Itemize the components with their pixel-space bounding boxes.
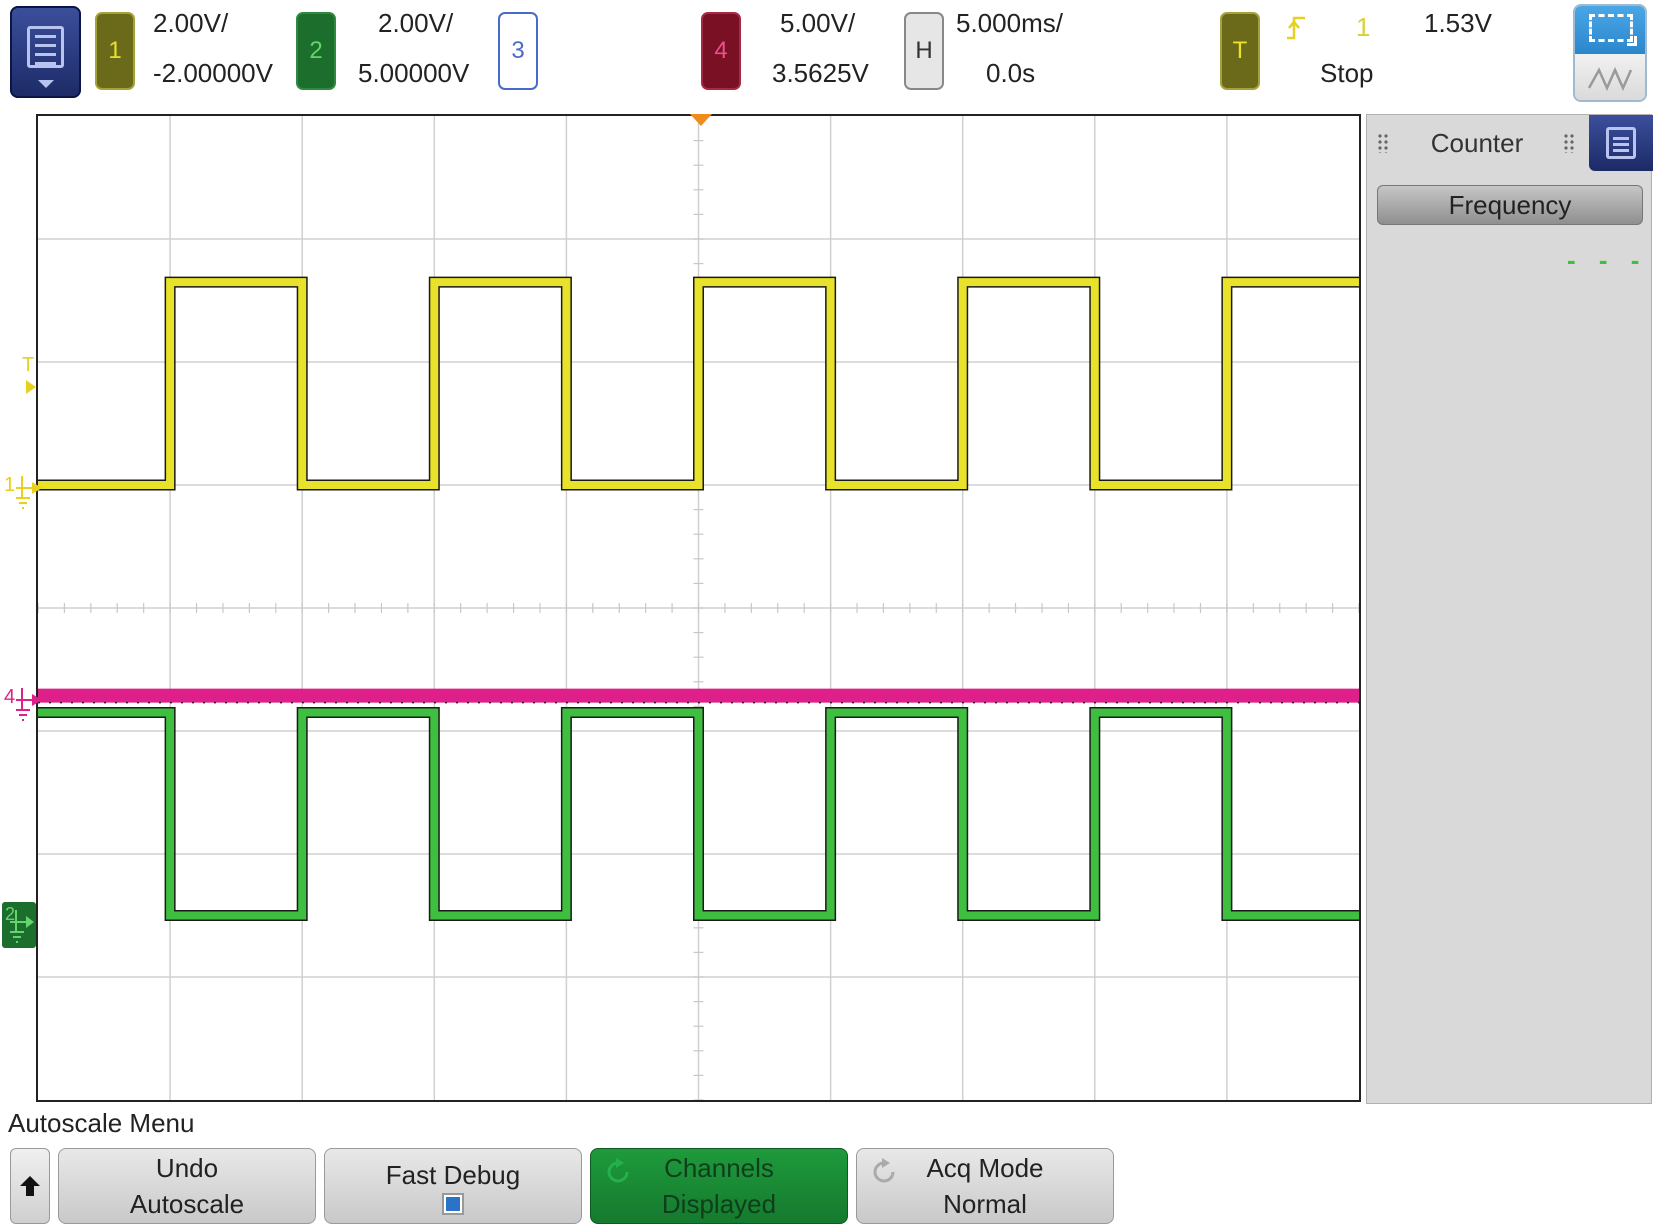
waveform-chart xyxy=(38,116,1359,1100)
channel-3-button[interactable]: 3 xyxy=(498,12,538,90)
rising-edge-icon xyxy=(1287,16,1305,40)
trigger-level: 1.53V xyxy=(1424,8,1492,38)
channel-2-scale: 2.00V/ xyxy=(378,8,454,38)
channel-2-marker-label: 2 xyxy=(5,904,16,924)
softkey-label: Normal xyxy=(943,1189,1027,1219)
channel-4-scale: 5.00V/ xyxy=(780,8,856,38)
waveform-tool-button[interactable] xyxy=(1575,54,1645,100)
trigger-button[interactable]: T xyxy=(1220,12,1260,90)
menu-up-button[interactable] xyxy=(10,1148,50,1224)
softkey-bar: Undo Autoscale Fast Debug Channels Displ… xyxy=(0,1144,1655,1229)
channel-4-number: 4 xyxy=(714,37,728,64)
horizontal-scale: 5.000ms/ xyxy=(956,8,1063,38)
ground-icon xyxy=(16,476,42,509)
status-bar: 1 2.00V/ -2.00000V 2 2.00V/ 5.00000V 3 4… xyxy=(0,0,1655,110)
drag-handle-icon[interactable] xyxy=(1563,133,1575,153)
menu-icon xyxy=(27,26,64,68)
zoom-box-icon xyxy=(1589,14,1633,42)
zoom-tools xyxy=(1573,4,1647,102)
trigger-label: T xyxy=(1232,37,1248,64)
channel-1-marker-label: 1 xyxy=(4,474,16,496)
waveform-display[interactable] xyxy=(36,114,1361,1102)
channel-4-trace xyxy=(38,688,1359,703)
channel-3-number: 3 xyxy=(511,37,525,64)
channel-1-button[interactable]: 1 xyxy=(95,12,135,90)
menu-icon xyxy=(1606,127,1636,159)
channel-1-ground-marker[interactable]: 1 xyxy=(4,474,42,509)
channel-2-button[interactable]: 2 xyxy=(296,12,336,90)
counter-menu-button[interactable] xyxy=(1589,115,1653,171)
channel-2-offset: 5.00000V xyxy=(358,58,470,88)
counter-panel: Counter Frequency - - - xyxy=(1366,114,1653,1104)
channel-4-offset: 3.5625V xyxy=(772,58,869,88)
checkbox-checked-icon xyxy=(446,1197,460,1211)
channel-1-number: 1 xyxy=(108,37,122,64)
zoom-select-button[interactable] xyxy=(1575,6,1645,54)
channel-2-trace xyxy=(38,708,1359,920)
horizontal-delay: 0.0s xyxy=(986,58,1036,88)
softkey-label: Autoscale xyxy=(129,1189,245,1219)
trigger-point-marker xyxy=(690,114,712,126)
channels-displayed-button[interactable]: Channels Displayed xyxy=(590,1148,848,1224)
channel-2-ground-marker[interactable]: 2 xyxy=(2,902,36,948)
softkey-label: Acq Mode xyxy=(926,1153,1044,1183)
frequency-button[interactable]: Frequency xyxy=(1377,185,1643,225)
channel-2-number: 2 xyxy=(309,37,323,64)
menu-title: Autoscale Menu xyxy=(8,1108,195,1138)
softkey-label: Displayed xyxy=(661,1189,777,1219)
run-state: Stop xyxy=(1320,58,1374,88)
refresh-icon xyxy=(607,1158,629,1183)
fast-debug-checkbox[interactable] xyxy=(442,1193,464,1215)
softkey-label: Fast Debug xyxy=(385,1160,521,1190)
undo-autoscale-button[interactable]: Undo Autoscale xyxy=(58,1148,316,1224)
frequency-value: - - - xyxy=(1567,245,1648,275)
horizontal-button[interactable]: H xyxy=(904,12,944,90)
counter-title: Counter xyxy=(1430,127,1524,158)
acq-mode-button[interactable]: Acq Mode Normal xyxy=(856,1148,1114,1224)
channel-4-button[interactable]: 4 xyxy=(701,12,741,90)
trigger-source: 1 xyxy=(1356,12,1371,42)
softkey-label: Undo xyxy=(155,1153,219,1183)
refresh-icon xyxy=(873,1158,895,1183)
waveform-icon xyxy=(1587,66,1633,92)
channel-1-offset: -2.00000V xyxy=(153,58,273,88)
trigger-level-marker: T xyxy=(22,354,36,394)
trigger-level-marker-label: T xyxy=(22,354,35,376)
arrow-up-icon xyxy=(20,1176,40,1196)
ground-icon xyxy=(10,910,34,943)
channel-1-scale: 2.00V/ xyxy=(153,8,229,38)
channel-4-marker-label: 4 xyxy=(4,686,16,708)
channel-4-ground-marker[interactable]: 4 xyxy=(4,686,42,721)
ground-icon xyxy=(16,688,42,721)
fast-debug-button[interactable]: Fast Debug xyxy=(324,1148,582,1224)
chevron-down-icon xyxy=(38,80,54,88)
channel-1-trace xyxy=(38,278,1359,489)
horizontal-label: H xyxy=(915,37,933,64)
main-menu-button[interactable] xyxy=(10,6,81,98)
drag-handle-icon[interactable] xyxy=(1377,133,1389,153)
softkey-label: Channels xyxy=(664,1153,774,1183)
